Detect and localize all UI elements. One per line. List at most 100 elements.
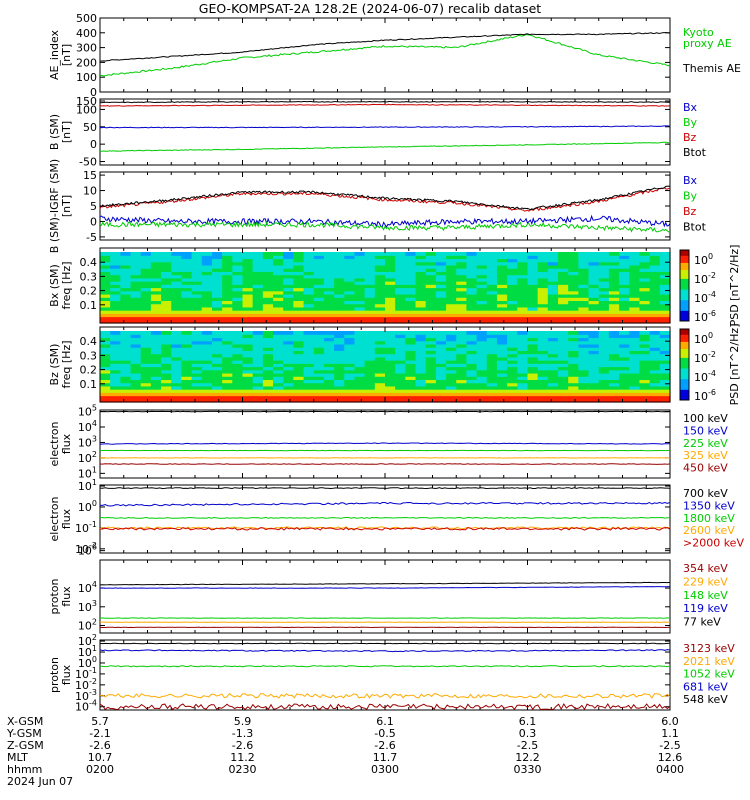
- x-axis-value-y: -1.3: [232, 727, 253, 740]
- spectrogram-cell: [496, 303, 508, 308]
- spectrogram-cell: [110, 353, 121, 358]
- spectrogram-cell: [639, 303, 651, 308]
- spectrogram-cell: [629, 303, 641, 308]
- spectrogram-cell: [598, 389, 610, 393]
- spectrogram-cell: [334, 255, 345, 260]
- spectrogram-cell: [120, 274, 132, 279]
- spectrogram-cell: [262, 379, 274, 384]
- spectrogram-cell: [608, 382, 620, 387]
- spectrogram-cell: [486, 277, 498, 282]
- spectrogram-cell: [537, 290, 549, 295]
- spectrogram-cell: [588, 306, 600, 311]
- spectrogram-cell: [201, 343, 213, 348]
- spectrogram-cell: [608, 337, 620, 342]
- spectrogram-cell: [120, 306, 132, 311]
- spectrogram-cell: [405, 284, 417, 289]
- spectrogram-cell: [568, 347, 579, 351]
- y-axis-label: freq [Hz]: [60, 340, 73, 388]
- spectrogram-cell: [232, 297, 244, 302]
- spectrogram-cell: [354, 306, 366, 311]
- spectrogram-cell: [110, 347, 121, 351]
- y-tick-label: 104: [78, 419, 97, 434]
- spectrogram-cell: [476, 363, 488, 368]
- colorbar-segment: [680, 317, 689, 320]
- spectrogram-cell: [598, 372, 610, 377]
- spectrogram-cell: [395, 366, 406, 371]
- spectrogram-cell: [415, 389, 427, 393]
- spectrogram-cell: [313, 356, 325, 361]
- spectrogram-cell: [252, 252, 264, 256]
- spectrogram-cell: [313, 392, 325, 397]
- spectrogram-cell: [435, 331, 447, 335]
- spectrogram-cell: [486, 268, 498, 272]
- spectrogram-cell: [283, 366, 294, 371]
- spectrogram-cell: [262, 281, 274, 285]
- spectrogram-cell: [425, 350, 437, 355]
- spectrogram-cell: [476, 261, 488, 266]
- spectrogram-cell: [191, 340, 203, 345]
- spectrogram-cell: [446, 306, 457, 311]
- spectrogram-cell: [496, 258, 508, 263]
- spectrogram-cell: [496, 293, 508, 298]
- spectrogram-cell: [476, 297, 488, 302]
- spectrogram-cell: [588, 271, 600, 276]
- spectrogram-cell: [649, 287, 661, 292]
- spectrogram-cell: [242, 340, 254, 345]
- spectrogram-cell: [598, 356, 610, 361]
- spectrogram-cell: [313, 297, 325, 302]
- spectrogram-cell: [649, 271, 661, 276]
- spectrogram-cell: [283, 356, 294, 361]
- colorbar-segment: [680, 308, 689, 311]
- spectrogram-cell: [588, 255, 600, 260]
- spectrogram-cell: [140, 284, 152, 289]
- spectrogram-cell: [405, 300, 417, 305]
- spectrogram-cell: [334, 343, 345, 348]
- spectrogram-cell: [191, 271, 203, 276]
- spectrogram-cell: [456, 303, 468, 308]
- spectrogram-cell: [211, 303, 223, 308]
- spectrogram-cell: [659, 392, 671, 397]
- spectrogram-cell: [110, 306, 121, 311]
- spectrogram-cell: [181, 297, 193, 302]
- spectrogram-cell: [588, 363, 600, 368]
- spectrogram-cell: [262, 268, 274, 272]
- colorbar-segment: [680, 376, 689, 380]
- spectrogram-cell: [100, 264, 111, 269]
- spectrogram-cell: [405, 255, 417, 260]
- colorbar-segment: [680, 396, 689, 399]
- spectrogram-cell: [303, 252, 315, 256]
- spectrogram-cell: [161, 350, 172, 355]
- spectrogram-cell: [303, 271, 315, 276]
- spectrogram-cell: [608, 369, 620, 374]
- spectrogram-cell: [517, 306, 529, 311]
- spectrogram-cell: [395, 347, 406, 351]
- spectrogram-cell: [262, 392, 274, 397]
- colorbar-segment: [680, 285, 689, 288]
- spectrogram-cell: [537, 376, 549, 381]
- spectrogram-cell: [374, 316, 386, 321]
- spectrogram-cell: [639, 360, 651, 364]
- spectrogram-cell: [446, 372, 457, 377]
- spectrogram-cell: [364, 268, 376, 272]
- spectrogram-cell: [466, 268, 478, 272]
- colorbar-segment: [680, 260, 689, 263]
- spectrogram-cell: [120, 363, 132, 368]
- spectrogram-cell: [191, 319, 203, 324]
- spectrogram-cell: [578, 360, 590, 364]
- spectrogram-cell: [130, 389, 142, 393]
- spectrogram-cell: [273, 360, 284, 364]
- spectrogram-cell: [323, 382, 335, 387]
- flux-series-line: [99, 665, 671, 668]
- spectrogram-cell: [588, 360, 600, 364]
- spectrogram-cell: [415, 287, 427, 292]
- spectrogram-cell: [354, 293, 366, 298]
- spectrogram-cell: [283, 313, 294, 318]
- spectrogram-cell: [517, 372, 529, 377]
- spectrogram-cell: [507, 306, 518, 311]
- spectrogram-cell: [446, 297, 457, 302]
- spectrogram-cell: [120, 261, 132, 266]
- spectrogram-cell: [476, 366, 488, 371]
- spectrogram-cell: [395, 284, 406, 289]
- spectrogram-cell: [608, 293, 620, 298]
- spectrogram-cell: [425, 264, 437, 269]
